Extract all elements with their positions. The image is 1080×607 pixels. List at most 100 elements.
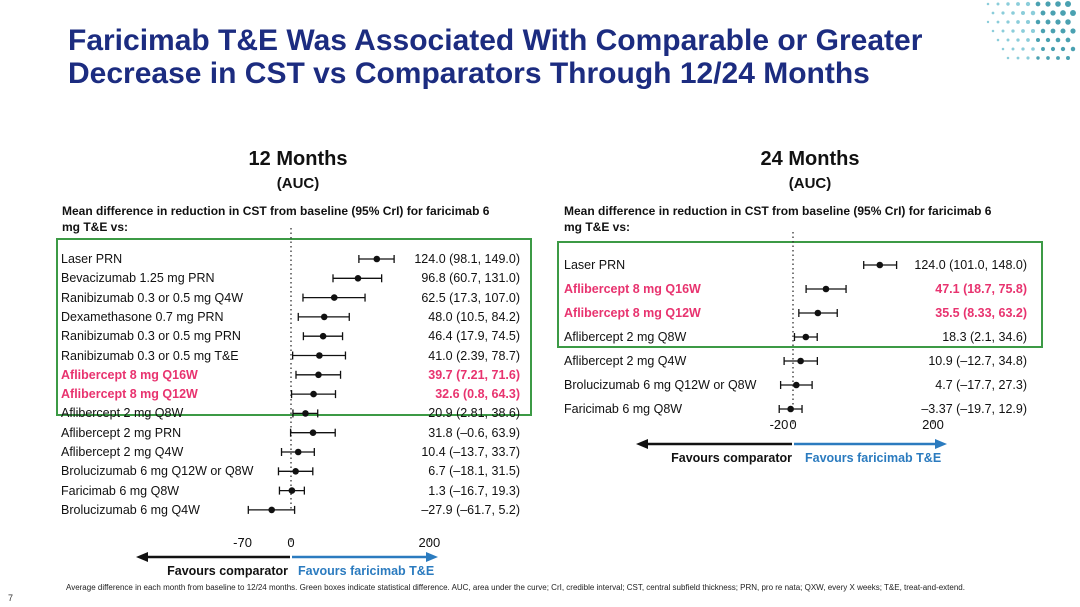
decorative-dot [1011, 29, 1015, 33]
estimate-value: 1.3 (–16.7, 19.3) [428, 483, 520, 498]
axis-tick-label: -70 [233, 535, 252, 550]
forest-row-mark [783, 357, 819, 365]
forest-row-mark [292, 351, 347, 360]
favours-comparator-arrow [136, 552, 290, 562]
decorative-dot [1016, 20, 1020, 24]
point-estimate-dot [268, 506, 275, 514]
comparator-label: Bevacizumab 1.25 mg PRN [61, 271, 215, 286]
decorative-dot [986, 2, 990, 6]
decorative-dot-pattern [986, 0, 1076, 60]
point-estimate-dot [320, 313, 328, 321]
comparator-label: Dexamethasone 0.7 mg PRN [61, 309, 224, 324]
comparator-label: Ranibizumab 0.3 or 0.5 mg T&E [61, 348, 239, 363]
panel-12m-title: 12 Months [248, 148, 348, 170]
decorative-dot [1026, 38, 1030, 42]
decorative-dot [1006, 38, 1010, 42]
decorative-dot [991, 11, 995, 15]
axis-tick-label: -20 [769, 417, 789, 432]
decorative-dot [1050, 28, 1056, 34]
comparator-label: Aflibercept 8 mg Q16W [61, 367, 198, 382]
axis-tick-label: 0 [287, 535, 295, 550]
comparator-label: Aflibercept 2 mg Q4W [61, 445, 184, 459]
decorative-dot [1060, 28, 1066, 34]
decorative-dot [1050, 46, 1056, 52]
decorative-dot [1016, 38, 1020, 42]
decorative-dot [1045, 37, 1051, 43]
decorative-dot [1016, 2, 1020, 6]
decorative-dot [1050, 10, 1056, 16]
forest-row-mark [302, 332, 344, 341]
decorative-dot [1025, 19, 1031, 25]
forest-row-mark [863, 261, 898, 269]
forest-row-mark [295, 370, 342, 379]
decorative-dot [1030, 10, 1036, 16]
decorative-dot [1006, 2, 1010, 6]
decorative-dot [1065, 19, 1071, 25]
estimate-value: 18.3 (2.1, 34.6) [942, 330, 1027, 344]
forest-row-mark [332, 274, 383, 283]
point-estimate-dot [316, 352, 323, 359]
forest-row-mark [358, 255, 395, 263]
forest-row-mark [805, 285, 847, 293]
decorative-dot [1031, 47, 1035, 51]
panel-24m-heading: Mean difference in reduction in CST from… [564, 204, 992, 234]
point-estimate-dot [876, 261, 884, 269]
comparator-label: Brolucizumab 6 mg Q4W [61, 502, 200, 517]
forest-row-mark [278, 486, 306, 495]
axis-tick-label: 200 [922, 417, 944, 432]
favours-faricimab-arrow [292, 552, 438, 562]
forest-row-mark [793, 333, 818, 341]
significance-box-12m [56, 238, 532, 416]
decorative-dot [1055, 37, 1061, 43]
decorative-dot [1064, 0, 1072, 8]
decorative-dot [991, 29, 995, 33]
decorative-dot [996, 38, 1000, 42]
decorative-dot [1006, 56, 1010, 60]
decorative-dot [1001, 11, 1005, 15]
decorative-dot [1025, 1, 1031, 7]
decorative-dot [1055, 19, 1061, 25]
forest-row-mark [778, 405, 803, 413]
point-estimate-dot [797, 357, 804, 365]
decorative-dot [1070, 10, 1076, 16]
favours-faricimab-label: Favours faricimab T&E [805, 451, 942, 465]
point-estimate-dot [354, 275, 362, 282]
comparator-label: Faricimab 6 mg Q8W [564, 402, 683, 416]
comparator-label: Aflibercept 2 mg Q8W [564, 330, 687, 344]
forest-row-mark [779, 381, 813, 389]
decorative-dot [1030, 28, 1036, 34]
significance-box-24m [557, 241, 1043, 348]
point-estimate-dot [319, 332, 327, 340]
favours-faricimab-arrow [794, 439, 947, 449]
panel-12m-subtitle: (AUC) [276, 175, 320, 192]
comparator-label: Laser PRN [564, 258, 626, 272]
decorative-dot [1040, 28, 1046, 34]
estimate-value: 32.6 (0.8, 64.3) [435, 387, 520, 402]
point-estimate-dot [315, 371, 322, 379]
estimate-value: 96.8 (60.7, 131.0) [421, 271, 520, 286]
decorative-dot [1070, 46, 1076, 52]
point-estimate-dot [310, 390, 317, 398]
point-estimate-dot [302, 410, 309, 417]
comparator-label: Aflibercept 8 mg Q12W [564, 306, 701, 320]
comparator-label: Aflibercept 8 mg Q16W [564, 282, 701, 296]
decorative-dot [1001, 29, 1005, 33]
estimate-value: –3.37 (–19.7, 12.9) [921, 402, 1027, 416]
estimate-value: 39.7 (7.21, 71.6) [428, 367, 520, 382]
decorative-dot [1060, 46, 1066, 52]
comparator-label: Ranibizumab 0.3 or 0.5 mg PRN [61, 329, 241, 344]
favours-comparator-label: Favours comparator [167, 564, 288, 578]
axis-tick-label: 200 [418, 535, 441, 550]
estimate-value: 41.0 (2.39, 78.7) [428, 348, 520, 363]
point-estimate-dot [330, 294, 338, 301]
comparator-label: Aflibercept 2 mg Q4W [564, 354, 687, 368]
comparator-label: Laser PRN [61, 252, 123, 266]
axis-tick-label: 0 [789, 417, 797, 432]
estimate-value: 10.9 (–12.7, 34.8) [928, 354, 1027, 368]
point-estimate-dot [814, 309, 822, 317]
comparator-label: Ranibizumab 0.3 or 0.5 mg Q4W [61, 290, 244, 305]
panel-24m-title: 24 Months [760, 148, 860, 170]
point-estimate-dot [292, 468, 299, 475]
decorative-dot [1021, 47, 1025, 51]
